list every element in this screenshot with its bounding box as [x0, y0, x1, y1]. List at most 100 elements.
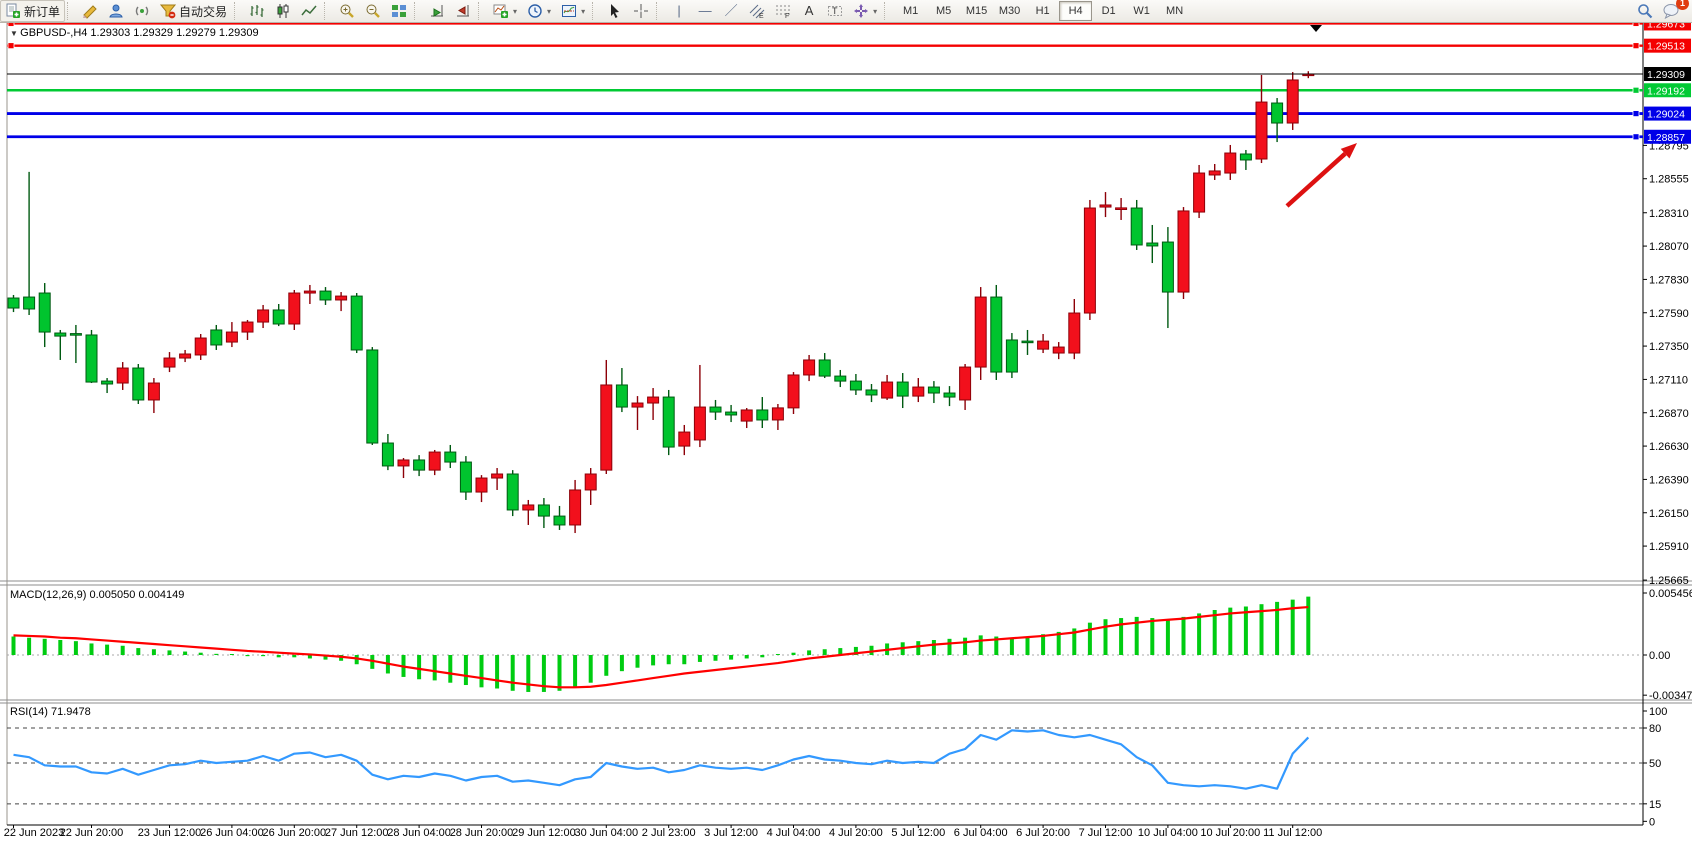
auto-trading-button[interactable]: 自动交易: [155, 0, 232, 22]
marker-tool-button[interactable]: [77, 0, 103, 22]
funnel-icon: [159, 3, 177, 19]
line-chart-icon: [301, 3, 317, 19]
price-tick-label: 1.28555: [1649, 174, 1689, 186]
price-tag-1.29513: [1644, 38, 1691, 53]
chart-title: ▼ GBPUSD-,H4 1.29303 1.29329 1.29279 1.2…: [10, 27, 259, 39]
candle: [1208, 170, 1221, 176]
separator: [324, 2, 332, 20]
hline-handle[interactable]: [1632, 133, 1640, 141]
hline-left-handle[interactable]: [7, 42, 15, 50]
rsi-tick-label: 15: [1649, 799, 1661, 811]
candle: [23, 296, 36, 310]
symbol-dropdown-icon[interactable]: ▼: [10, 29, 21, 38]
date-label: 10 Jul 04:00: [1138, 827, 1198, 839]
price-tag-1.29192: [1644, 83, 1691, 98]
signals-button[interactable]: [129, 0, 155, 22]
auto-scroll-button[interactable]: [424, 0, 450, 22]
arrows-tool-button[interactable]: ▾: [848, 0, 882, 22]
timeframe-M5[interactable]: M5: [935, 5, 952, 17]
tile-windows-icon: [391, 3, 407, 19]
zoom-out-button[interactable]: [360, 0, 386, 22]
channel-tool-button[interactable]: E: [744, 0, 770, 22]
candlestick-chart-button[interactable]: [270, 0, 296, 22]
candle: [1130, 207, 1143, 246]
indicators-button[interactable]: ▾: [488, 0, 522, 22]
search-button[interactable]: [1632, 0, 1658, 22]
vertical-line-icon: |: [677, 3, 681, 18]
separator: [478, 2, 486, 20]
price-tick-label: 1.25910: [1649, 541, 1689, 553]
zoom-in-button[interactable]: [334, 0, 360, 22]
dropdown-caret: ▾: [513, 6, 518, 16]
equidistant-channel-icon: E: [749, 3, 765, 20]
candle: [927, 386, 940, 394]
candle: [413, 459, 426, 471]
vline-tool-button[interactable]: |: [666, 0, 692, 22]
arrow-annotation[interactable]: [1285, 143, 1357, 208]
price-tick-label: 1.25665: [1649, 575, 1689, 587]
auto-trading-label: 自动交易: [179, 4, 228, 19]
timeframe-M1[interactable]: M1: [902, 5, 919, 17]
templates-button[interactable]: ▾: [556, 0, 590, 22]
candle: [693, 406, 706, 441]
candle: [257, 309, 270, 323]
community-button[interactable]: [103, 0, 129, 22]
candle: [896, 381, 909, 397]
hline-handle[interactable]: [1632, 86, 1640, 94]
candle: [787, 374, 800, 409]
date-label: 29 Jun 12:00: [512, 827, 576, 839]
date-label: 26 Jun 20:00: [262, 827, 326, 839]
timeframe-W1[interactable]: W1: [1133, 5, 1150, 17]
notifications-button[interactable]: 1: [1658, 0, 1689, 22]
candle: [990, 296, 1003, 373]
text-tool-button[interactable]: A: [796, 0, 822, 22]
separator: [656, 2, 664, 20]
price-tick-label: 1.26150: [1649, 508, 1689, 520]
macd-signal-line: [13, 605, 1309, 689]
candle: [1099, 204, 1112, 208]
price-tag-label: 1.29192: [1647, 85, 1685, 97]
periods-button[interactable]: ▾: [522, 0, 556, 22]
candle: [1161, 241, 1174, 293]
timeframe-MN[interactable]: MN: [1166, 5, 1184, 17]
candle: [1193, 172, 1206, 213]
timeframe-H1[interactable]: H1: [1035, 5, 1050, 17]
candle: [756, 409, 769, 421]
chart-background: [7, 21, 1692, 825]
candle: [491, 473, 504, 479]
rsi-tick-label: 80: [1649, 723, 1661, 735]
hline-objects: [7, 20, 1643, 141]
hline-handle[interactable]: [1632, 110, 1640, 117]
crosshair-tool-button[interactable]: [628, 0, 654, 22]
price-tick-label: 1.28310: [1649, 208, 1689, 220]
price-tick-label: 1.27350: [1649, 341, 1689, 353]
tile-windows-button[interactable]: [386, 0, 412, 22]
chart-shift-button[interactable]: [450, 0, 476, 22]
candle: [272, 309, 285, 325]
label-tool-button[interactable]: T: [822, 0, 848, 22]
candle: [54, 332, 67, 337]
bar-chart-button[interactable]: [244, 0, 270, 22]
candle: [1005, 339, 1018, 373]
price-tag-label: 1.28857: [1647, 132, 1685, 144]
hline-tool-button[interactable]: —: [692, 0, 718, 22]
candle: [803, 359, 816, 376]
timeframe-M15[interactable]: M15: [965, 5, 988, 17]
chart-title-text: GBPUSD-,H4 1.29303 1.29329 1.29279 1.293…: [20, 27, 259, 39]
trendline-tool-button[interactable]: ／: [718, 0, 744, 22]
candle: [740, 409, 753, 422]
candle: [615, 384, 628, 408]
new-order-button[interactable]: 新订单: [0, 0, 66, 22]
cursor-tool-button[interactable]: [602, 0, 628, 22]
timeframe-M30[interactable]: M30: [998, 5, 1021, 17]
hline-handle[interactable]: [1632, 42, 1640, 50]
macd-label: MACD(12,26,9) 0.005050 0.004149: [10, 589, 184, 601]
candle: [834, 375, 847, 382]
timeframe-D1[interactable]: D1: [1101, 5, 1116, 17]
line-chart-button[interactable]: [296, 0, 322, 22]
fibonacci-tool-button[interactable]: F: [770, 0, 796, 22]
timeframe-H4[interactable]: H4: [1059, 1, 1093, 21]
candle: [1177, 210, 1190, 293]
price-tick-label: 1.27110: [1649, 374, 1688, 386]
